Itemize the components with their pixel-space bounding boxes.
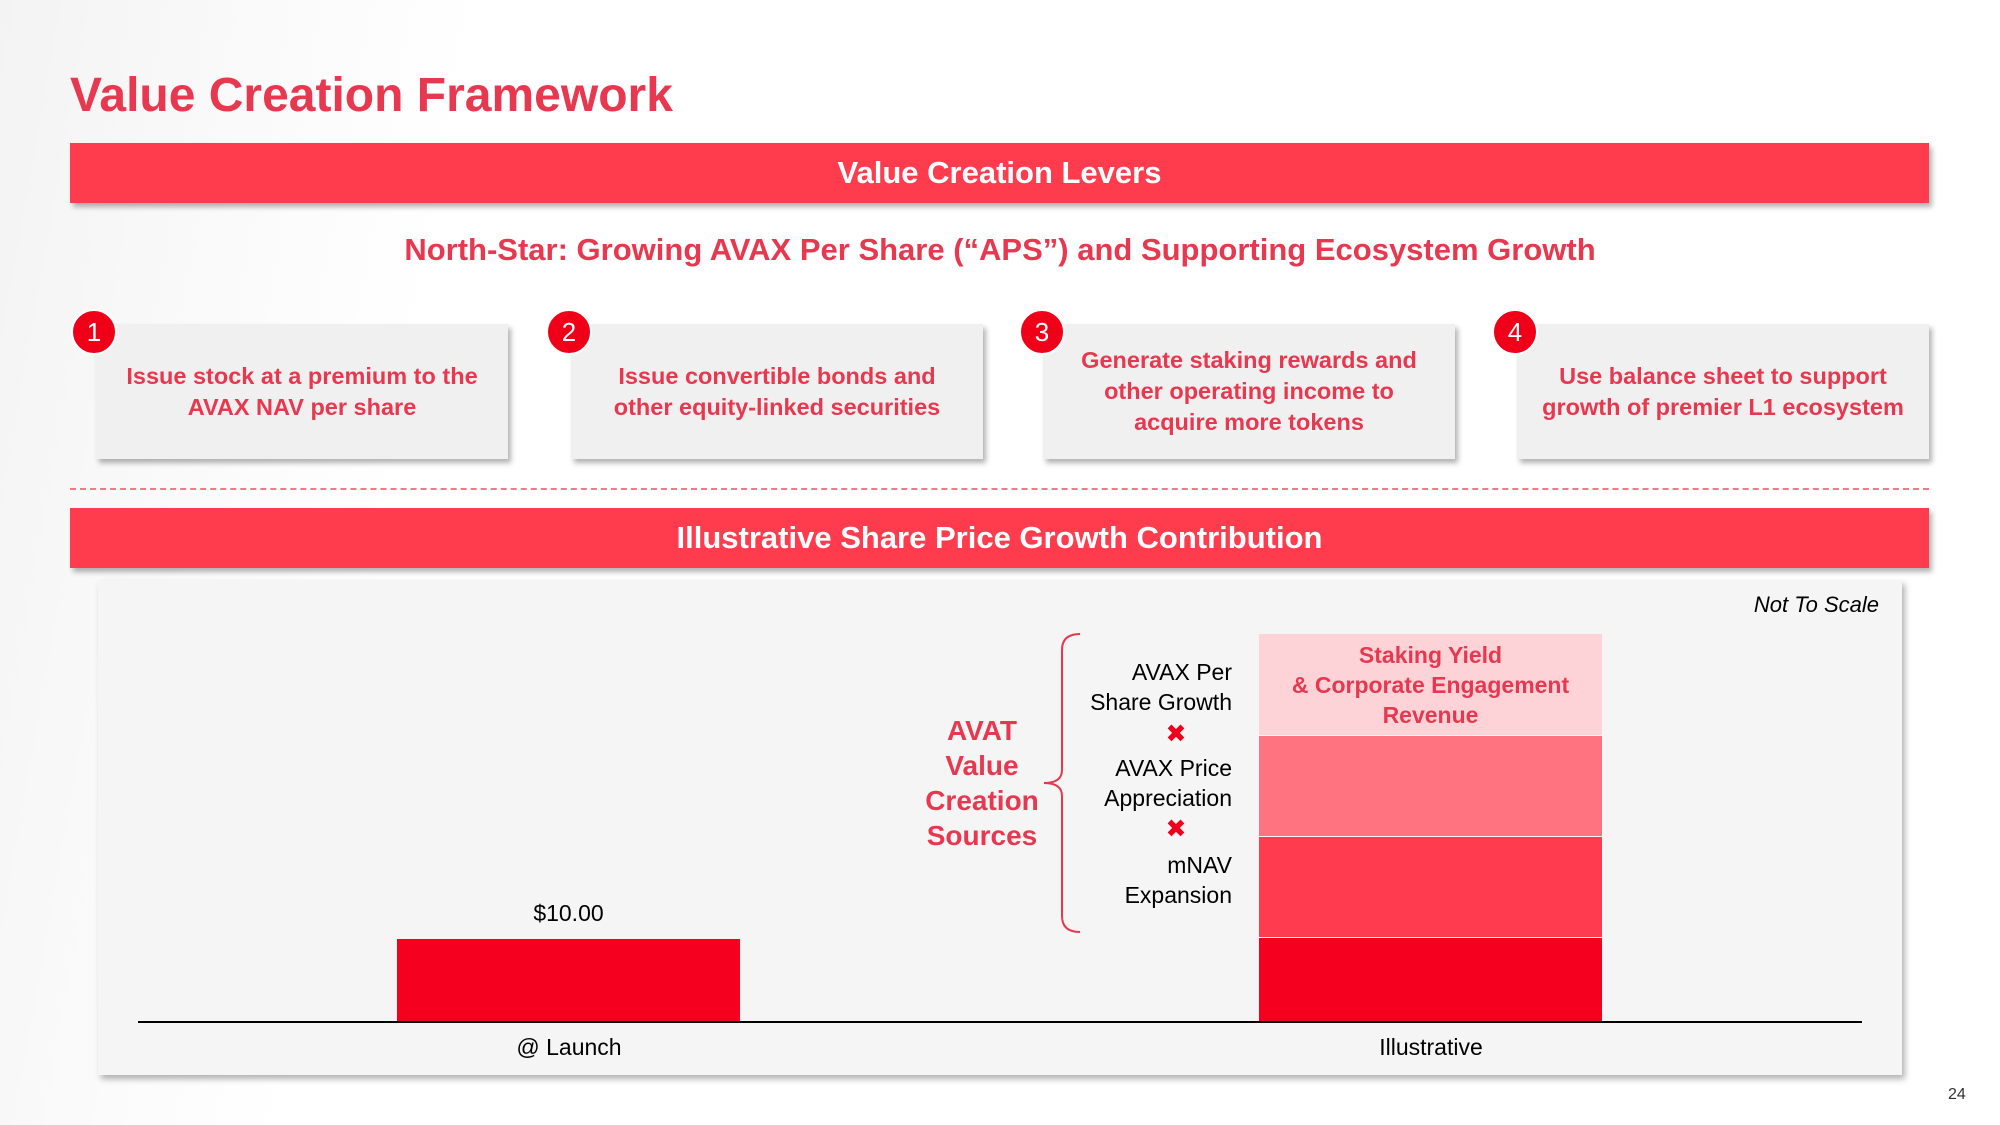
x-label: Illustrative — [1379, 1034, 1483, 1060]
title-line: AVAT — [947, 715, 1017, 746]
page-number: 24 — [1948, 1086, 1966, 1103]
lever-number: 2 — [546, 309, 592, 355]
lever-number: 1 — [71, 309, 117, 355]
lever-text: Generate staking rewards and — [1081, 347, 1417, 373]
lever-box: Issue stock at a premium to the AVAX NAV … — [96, 324, 508, 459]
top-segment: Staking Yield & Corporate Engagement Reven… — [1259, 634, 1602, 735]
segment — [1259, 736, 1602, 836]
x-label: @ Launch — [516, 1034, 622, 1060]
lever-text: Use balance sheet to support — [1559, 362, 1887, 389]
source: AVAX Price Appreciation — [1032, 753, 1232, 813]
source-line: Appreciation — [1104, 785, 1232, 811]
lever-box: Generate staking rewards and other operat… — [1043, 324, 1455, 459]
source-line: AVAX Per — [1131, 659, 1232, 685]
launch-bar — [397, 939, 740, 1022]
lever-text: Issue stock at a premium to the — [126, 362, 478, 389]
source-line: AVAX Price — [1115, 755, 1232, 781]
title-line: Creation — [925, 785, 1039, 816]
lever-text: AVAX NAV per share — [187, 393, 417, 420]
x-axis — [138, 1021, 1862, 1023]
segment-text: Revenue — [1382, 701, 1479, 728]
levers-banner: Value Creation Levers — [70, 143, 1929, 203]
value-label: $10.00 — [533, 900, 604, 926]
lever-number: 3 — [1019, 309, 1065, 355]
segment-text: Staking Yield — [1358, 641, 1503, 668]
segment — [1259, 837, 1602, 937]
slide-title: Value Creation Framework — [70, 69, 673, 122]
source-line: Share Growth — [1090, 689, 1232, 715]
segment — [1259, 938, 1602, 1022]
lever-text: other equity-linked securities — [613, 393, 941, 420]
brace — [1043, 633, 1081, 933]
note: Not To Scale — [1753, 592, 1879, 617]
chart-banner: Illustrative Share Price Growth Contribu… — [70, 508, 1929, 568]
lever-text: other operating income to — [1104, 378, 1394, 404]
operator: ✖ — [1165, 720, 1187, 748]
segment-text: & Corporate Engagement — [1291, 671, 1570, 698]
operator: ✖ — [1165, 815, 1187, 843]
source: mNAV Expansion — [1032, 850, 1232, 910]
source: AVAX Per Share Growth — [1032, 657, 1232, 717]
sources-title: AVAT Value Creation Sources — [912, 713, 1052, 853]
title-line: Value — [945, 750, 1019, 781]
lever-box: Use balance sheet to support growth of pr… — [1517, 324, 1929, 459]
lever-text: acquire more tokens — [1134, 409, 1364, 435]
lever-box: Issue convertible bonds and other equity-… — [571, 324, 983, 459]
source-line: Expansion — [1124, 882, 1232, 908]
lever-text: Issue convertible bonds and — [618, 362, 936, 389]
north-star: North-Star: Growing AVAX Per Share (“APS… — [404, 232, 1596, 267]
divider — [70, 488, 1929, 490]
lever-text: growth of premier L1 ecosystem — [1542, 393, 1904, 420]
title-line: Sources — [926, 820, 1038, 851]
lever-number: 4 — [1492, 309, 1538, 355]
source-line: mNAV — [1167, 852, 1232, 878]
